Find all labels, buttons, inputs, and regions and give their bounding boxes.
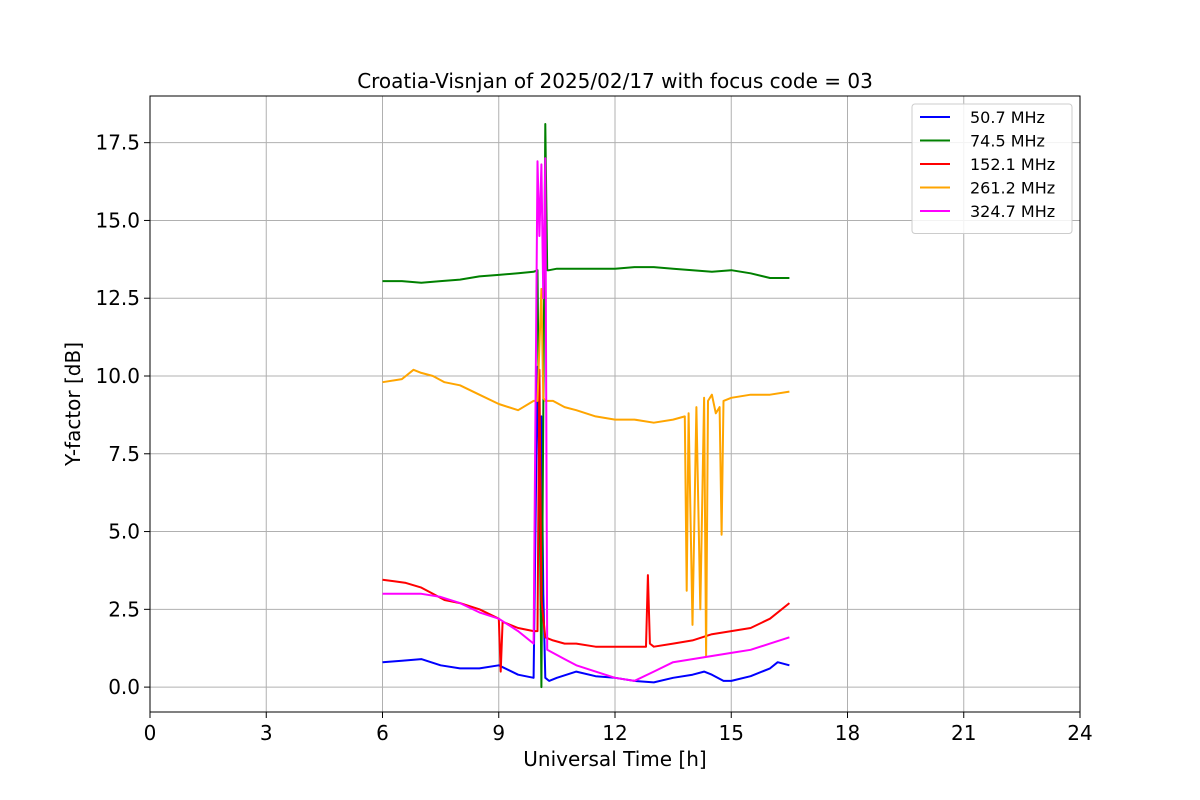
y-tick-label: 10.0 (95, 364, 140, 388)
series-layer (382, 123, 791, 689)
y-axis: 0.0 2.5 5.0 7.5 10.0 12.5 15.0 17.5 (95, 131, 150, 699)
legend-label: 152.1 MHz (970, 155, 1055, 174)
y-tick-label: 17.5 (95, 131, 140, 155)
y-tick-label: 2.5 (108, 597, 140, 621)
x-tick-label: 3 (260, 721, 273, 745)
series-line-1 (382, 123, 790, 689)
y-tick-label: 5.0 (108, 520, 140, 544)
x-tick-label: 18 (835, 721, 860, 745)
y-tick-label: 0.0 (108, 675, 140, 699)
legend-label: 261.2 MHz (970, 179, 1055, 198)
legend-label: 324.7 MHz (970, 202, 1055, 221)
x-tick-label: 9 (492, 721, 505, 745)
x-tick-label: 6 (376, 721, 389, 745)
y-tick-label: 7.5 (108, 442, 140, 466)
legend-box (911, 103, 1073, 234)
x-tick-label: 21 (951, 721, 976, 745)
x-tick-label: 12 (602, 721, 627, 745)
legend-label: 50.7 MHz (970, 108, 1045, 127)
y-tick-label: 15.0 (95, 208, 140, 232)
y-tick-label: 12.5 (95, 286, 140, 310)
series-line-4 (382, 157, 790, 682)
legend-label: 74.5 MHz (970, 132, 1045, 151)
x-tick-label: 0 (144, 721, 157, 745)
series-line-0 (382, 365, 790, 684)
x-tick-label: 15 (719, 721, 744, 745)
x-tick-label: 24 (1067, 721, 1092, 745)
series-line-3 (382, 287, 790, 657)
y-axis-label: Y-factor [dB] (61, 342, 85, 467)
x-axis: 0 3 6 9 12 15 18 21 24 (144, 712, 1093, 745)
x-axis-label: Universal Time [h] (523, 747, 706, 771)
chart-title: Croatia-Visnjan of 2025/02/17 with focus… (357, 69, 873, 93)
legend: 50.7 MHz 74.5 MHz 152.1 MHz 261.2 MHz 32… (911, 103, 1073, 234)
